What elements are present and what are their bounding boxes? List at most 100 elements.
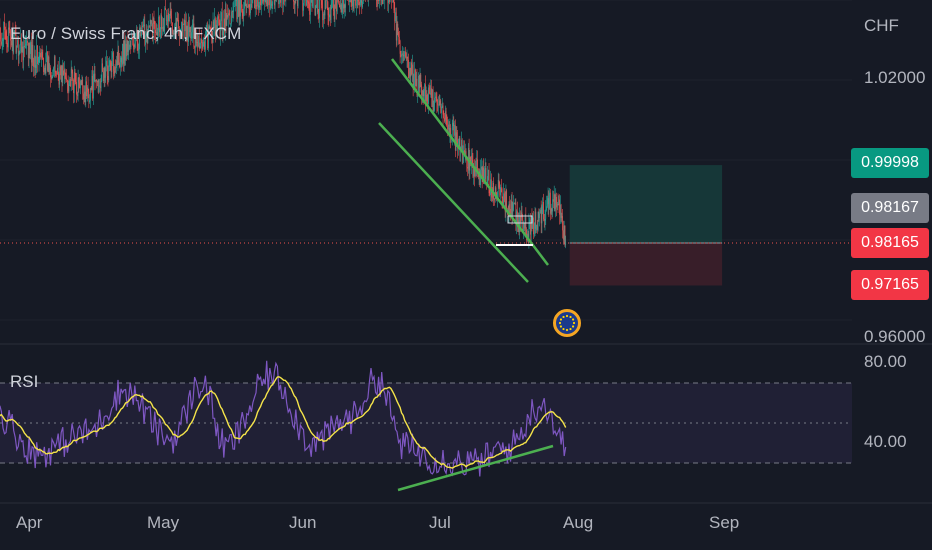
candle-body [85, 81, 87, 103]
candle-body [498, 179, 500, 188]
candle-body [548, 198, 550, 209]
candle-body [247, 4, 249, 8]
candle-body [448, 124, 450, 137]
candle-body [535, 211, 537, 231]
candle-body [352, 0, 353, 7]
candle-body [458, 138, 460, 147]
candle-body [293, 1, 295, 5]
candle-body [481, 166, 482, 170]
candle-body [241, 8, 243, 12]
candle-body [481, 166, 483, 182]
candle-body [244, 0, 246, 3]
candle-body [549, 192, 550, 209]
candle-body [546, 206, 547, 211]
candle-body [422, 90, 424, 97]
candle-body [47, 56, 49, 71]
candle-body [185, 20, 186, 32]
candle-body [484, 169, 485, 184]
candle-body [376, 0, 378, 1]
candle-body [9, 29, 11, 31]
candle-body [294, 0, 296, 5]
candle-body [67, 85, 69, 92]
candle-body [86, 87, 88, 97]
candle-body [283, 0, 284, 5]
candle-body [208, 26, 210, 27]
candle-body [229, 15, 231, 24]
candle-body [508, 204, 510, 217]
candle-body [329, 14, 331, 20]
candle-body [471, 155, 472, 164]
candle-body [21, 39, 22, 53]
candle-body [75, 81, 77, 83]
candle-body [484, 167, 486, 170]
candle-body [333, 0, 334, 12]
candle-body [60, 66, 61, 76]
candle-body [556, 197, 557, 208]
candle-body [96, 79, 97, 82]
candle-body [265, 0, 267, 4]
candle-body [362, 1, 363, 8]
candle-body [405, 51, 406, 58]
candle-body [169, 11, 171, 16]
candle-body [103, 71, 104, 82]
candle-body [218, 18, 220, 24]
candle-body [513, 202, 514, 211]
candle-body [240, 0, 241, 17]
candle-body [180, 28, 182, 32]
candle-body [195, 36, 196, 48]
candle-body [251, 0, 253, 8]
candle-body [323, 13, 325, 16]
candle-body [489, 193, 491, 196]
candle-body [559, 204, 561, 215]
candle-body [495, 187, 497, 195]
candle-body [62, 70, 64, 83]
candle-body [34, 55, 35, 68]
candle-body [329, 14, 330, 18]
candle-body [326, 0, 327, 1]
candle-body [407, 56, 409, 61]
candle-body [323, 13, 324, 21]
candle-body [533, 228, 535, 235]
candle-body [239, 0, 241, 17]
time-label-aug: Aug [563, 513, 594, 532]
candle-body [76, 94, 78, 96]
eu-star [572, 321, 576, 325]
candle-body [179, 31, 181, 37]
candle-body [445, 111, 447, 120]
candle-body [207, 29, 209, 49]
candle-body [487, 169, 489, 177]
candle-body [81, 79, 83, 85]
candle-body [441, 105, 443, 107]
candle-body [84, 91, 86, 103]
candle-body [562, 216, 563, 231]
candle-body [220, 21, 222, 37]
candle-body [68, 83, 70, 92]
candle-body [44, 67, 45, 72]
candle-body [192, 23, 194, 30]
candle-body [154, 24, 156, 30]
candle-body [32, 44, 34, 60]
candle-body [377, 0, 379, 1]
candle-body [64, 69, 66, 74]
candle-body [479, 171, 481, 185]
candle-body [544, 218, 546, 221]
candle-body [297, 0, 299, 6]
candle-body [100, 81, 102, 89]
time-label-jul: Jul [429, 513, 451, 532]
candle-body [145, 35, 146, 45]
candle-body [69, 79, 71, 84]
candle-body [550, 208, 552, 214]
candle-body [514, 202, 516, 204]
time-label-apr: Apr [16, 513, 43, 532]
candle-body [439, 100, 441, 106]
candle-body [19, 45, 21, 51]
candle-body [246, 6, 248, 8]
candle-body [540, 209, 541, 214]
candle-body [509, 204, 511, 209]
candle-body [63, 70, 64, 75]
candle-body [470, 157, 471, 164]
candle-body [553, 194, 555, 202]
candle-body [471, 155, 473, 161]
candle-body [139, 27, 140, 50]
